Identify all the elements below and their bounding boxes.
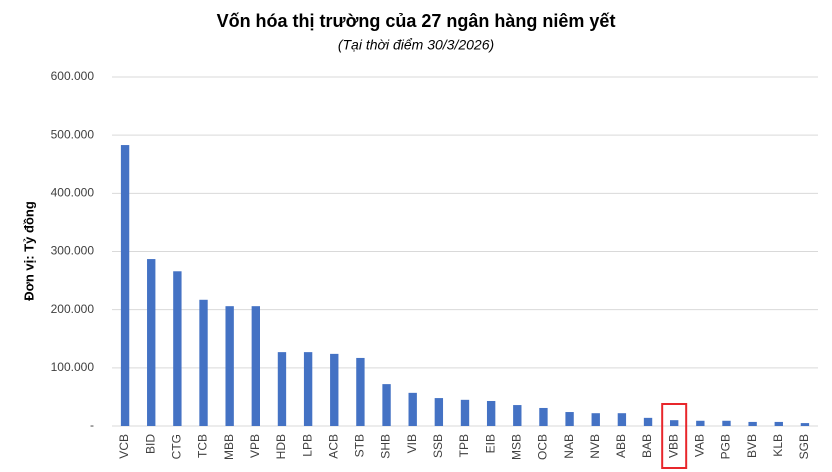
- bar: [643, 417, 653, 426]
- bar: [147, 259, 156, 426]
- x-tick-label: VAB: [693, 434, 707, 457]
- bar: [330, 353, 339, 426]
- bar: [382, 384, 391, 426]
- chart-title: Vốn hóa thị trường của 27 ngân hàng niêm…: [217, 11, 616, 31]
- bar: [173, 271, 182, 426]
- x-tick-label: LPB: [300, 434, 314, 457]
- bar: [225, 306, 234, 426]
- bar: [774, 421, 783, 426]
- x-tick-label: VPB: [248, 434, 262, 458]
- x-tick-label: TPB: [457, 434, 471, 457]
- x-tick-label: ACB: [326, 434, 340, 459]
- bar: [617, 413, 627, 426]
- bar: [748, 421, 757, 426]
- x-tick-label: MBB: [222, 434, 236, 460]
- x-tick-label: NVB: [588, 434, 602, 459]
- y-tick-label: 400.000: [51, 186, 95, 200]
- x-tick-label: OCB: [536, 434, 550, 460]
- bar: [434, 398, 444, 426]
- bar: [513, 405, 522, 426]
- x-tick-label: BVB: [745, 434, 759, 458]
- chart-subtitle: (Tại thời điểm 30/3/2026): [338, 37, 494, 53]
- bar: [460, 399, 470, 426]
- bar: [565, 412, 574, 426]
- bar: [277, 352, 287, 426]
- x-tick-label: EIB: [483, 434, 497, 453]
- y-tick-label: 600.000: [51, 69, 95, 83]
- bar: [722, 420, 731, 426]
- x-tick-label: ABB: [614, 434, 628, 458]
- y-tick-label: -: [90, 418, 94, 432]
- bar: [539, 407, 548, 426]
- x-tick-label: SSB: [431, 434, 445, 458]
- x-tick-label: BAB: [640, 434, 654, 458]
- y-tick-label: 100.000: [51, 360, 95, 374]
- bar: [591, 413, 600, 426]
- x-tick-label: CTG: [170, 434, 184, 459]
- bar: [696, 420, 705, 426]
- bar: [199, 299, 208, 426]
- x-tick-label: MSB: [509, 434, 523, 460]
- bar: [408, 392, 417, 426]
- x-tick-label: TCB: [196, 434, 210, 458]
- x-tick-label: HDB: [274, 434, 288, 459]
- y-axis-label: Đơn vị: Tỷ đồng: [21, 201, 36, 301]
- bar: [303, 352, 313, 426]
- y-tick-label: 300.000: [51, 244, 95, 258]
- x-tick-label: SGB: [797, 434, 811, 459]
- bar: [356, 357, 365, 426]
- x-tick-label: VBB: [666, 434, 680, 458]
- x-tick-label: KLB: [771, 434, 785, 457]
- y-tick-label: 200.000: [51, 302, 95, 316]
- x-tick-label: NAB: [562, 434, 576, 459]
- bar: [120, 145, 130, 426]
- x-tick-label: VCB: [117, 434, 131, 459]
- x-tick-label: BID: [143, 434, 157, 454]
- x-tick-label: STB: [353, 434, 367, 457]
- bar: [486, 400, 496, 426]
- x-tick-label: SHB: [379, 434, 393, 459]
- highlight-box: [661, 403, 688, 469]
- bar: [670, 420, 679, 426]
- bar: [251, 306, 260, 426]
- bar: [800, 423, 810, 426]
- y-tick-label: 500.000: [51, 127, 95, 141]
- x-tick-label: PGB: [719, 434, 733, 459]
- x-tick-label: VIB: [405, 434, 419, 453]
